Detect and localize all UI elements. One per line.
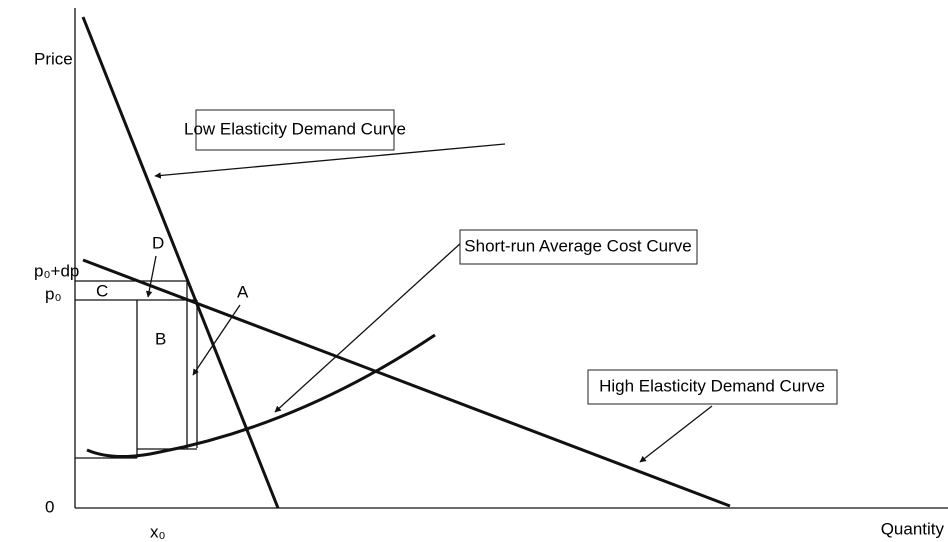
pointer xyxy=(145,255,157,298)
curve-label: High Elasticity Demand Curve xyxy=(599,376,825,395)
x-axis-label: Quantity xyxy=(881,519,945,538)
x0-label: x₀ xyxy=(150,522,166,541)
pointer xyxy=(154,143,506,179)
regions xyxy=(75,280,198,459)
region-label: B xyxy=(155,329,166,348)
pointer xyxy=(192,304,241,376)
pointer xyxy=(639,405,713,463)
cost-curve xyxy=(86,333,436,459)
curve-label: Low Elasticity Demand Curve xyxy=(184,119,406,138)
high-elasticity-curve xyxy=(82,258,731,508)
p0-label: p₀ xyxy=(45,284,62,303)
axes xyxy=(74,8,948,509)
region-label: A xyxy=(237,282,249,301)
curve-label: Short-run Average Cost Curve xyxy=(464,236,691,255)
label-box xyxy=(459,229,698,265)
region-label: D xyxy=(152,233,164,252)
y-axis-label: Price xyxy=(34,49,73,68)
origin-label: 0 xyxy=(45,497,54,516)
pointer xyxy=(274,241,463,413)
p0-dp-label: p₀+dp xyxy=(34,261,79,280)
label-box xyxy=(587,369,838,405)
label-box xyxy=(195,109,395,151)
low-elasticity-curve xyxy=(81,16,280,509)
region-label: C xyxy=(96,281,108,300)
